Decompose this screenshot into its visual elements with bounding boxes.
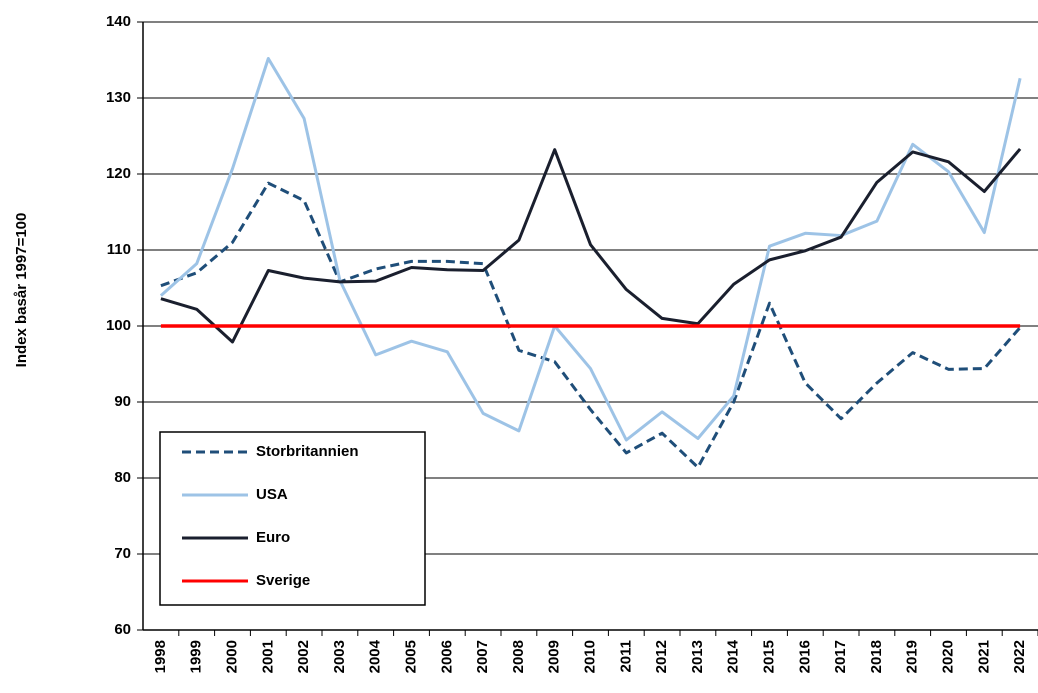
x-tick-label: 2022 [1011,640,1028,673]
x-tick-label: 2007 [474,640,491,673]
legend-label: Storbritannien [256,443,359,460]
y-tick-label: 80 [114,469,131,486]
y-axis-label: Index basår 1997=100 [13,213,30,368]
x-tick-label: 2001 [259,640,276,673]
y-tick-label: 130 [106,89,131,106]
x-tick-label: 1998 [152,640,169,673]
legend-label: Sverige [256,572,310,589]
x-tick-label: 2000 [223,640,240,673]
x-tick-label: 2004 [367,639,384,673]
x-tick-label: 2006 [438,640,455,673]
x-tick-label: 2020 [939,640,956,673]
x-tick-label: 2002 [295,640,312,673]
legend-box [159,431,426,606]
x-tick-label: 2009 [546,640,563,673]
x-tick-label: 2021 [975,640,992,673]
y-tick-label: 100 [106,317,131,334]
y-tick-label: 140 [106,13,131,30]
x-tick-label: 2014 [725,639,742,673]
y-tick-label: 60 [114,621,131,638]
legend-label: Euro [256,529,290,546]
x-tick-label: 2013 [689,640,706,673]
y-tick-label: 70 [114,545,131,562]
x-tick-label: 2012 [653,640,670,673]
x-tick-label: 2018 [868,640,885,673]
x-tick-label: 2015 [760,640,777,673]
x-tick-label: 2003 [331,640,348,673]
series-line [160,181,1022,469]
x-tick-label: 2005 [402,640,419,673]
x-tick-label: 2011 [617,640,634,673]
x-tick-label: 1999 [188,640,205,673]
series-line [159,56,1022,442]
y-tick-label: 110 [107,241,131,258]
legend-label: USA [256,486,288,503]
x-tick-label: 2017 [832,640,849,673]
x-tick-label: 2019 [904,640,921,673]
x-tick-label: 2008 [510,640,527,673]
y-tick-label: 90 [114,393,131,410]
x-tick-label: 2016 [796,640,813,673]
x-tick-label: 2010 [581,640,598,673]
series-line [160,147,1022,344]
y-tick-label: 120 [106,165,131,182]
